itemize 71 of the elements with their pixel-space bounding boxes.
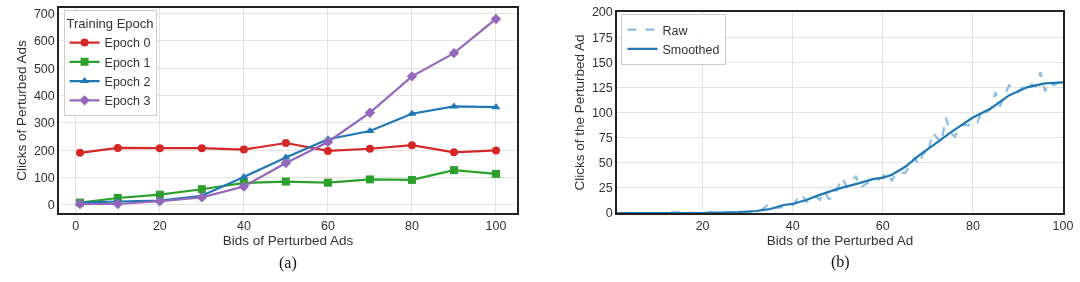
point xyxy=(113,143,122,152)
y-tick-label: 125 xyxy=(591,80,613,95)
point xyxy=(365,144,374,153)
point xyxy=(154,196,166,207)
x-tick-label: 20 xyxy=(695,218,710,233)
point xyxy=(323,146,332,155)
point xyxy=(407,141,416,150)
x-tick-label: 100 xyxy=(1052,218,1074,233)
point xyxy=(112,198,124,210)
x-tick-label: 60 xyxy=(320,218,335,233)
point xyxy=(449,166,458,175)
y-tick-label: 25 xyxy=(598,181,613,196)
y-tick-label: 200 xyxy=(591,5,613,20)
legend-title: Training Epoch xyxy=(66,15,154,31)
point xyxy=(155,144,164,153)
legend-label: Epoch 3 xyxy=(104,94,151,109)
point xyxy=(196,192,208,203)
y-tick-label: 200 xyxy=(33,143,55,158)
point xyxy=(323,178,332,187)
y-tick-label: 150 xyxy=(591,55,613,70)
point xyxy=(281,139,290,148)
point xyxy=(238,181,250,192)
y-tick-label: 100 xyxy=(591,105,613,120)
y-tick-label: 400 xyxy=(33,88,55,103)
y-tick-label: 75 xyxy=(598,130,613,145)
y-tick-label: 600 xyxy=(33,34,55,49)
x-tick-label: 40 xyxy=(785,218,800,233)
point xyxy=(364,107,376,118)
x-tick-label: 0 xyxy=(72,218,80,233)
point xyxy=(239,145,248,154)
y-tick-label: 300 xyxy=(33,116,55,131)
y-tick-label: 0 xyxy=(47,198,55,213)
legend-label: Raw xyxy=(662,23,689,38)
legend-label: Epoch 0 xyxy=(104,36,151,51)
y-tick-label: 175 xyxy=(591,30,613,45)
point xyxy=(281,177,290,186)
x-axis-title: Bids of the Perturbed Ad xyxy=(766,232,914,248)
y-tick-label: 500 xyxy=(33,61,55,76)
point xyxy=(239,172,249,179)
x-tick-label: 40 xyxy=(236,218,251,233)
x-tick-label: 20 xyxy=(152,218,167,233)
point xyxy=(365,175,374,184)
legend-label: Epoch 1 xyxy=(104,55,151,70)
y-axis-title: Clicks of the Perturbed Ad xyxy=(572,34,588,191)
point xyxy=(407,175,416,184)
y-tick-label: 0 xyxy=(605,206,613,221)
point xyxy=(406,71,418,82)
point xyxy=(491,146,500,155)
point xyxy=(322,136,334,148)
text: (a) xyxy=(279,254,297,272)
point xyxy=(449,148,458,157)
x-tick-label: 80 xyxy=(405,218,419,233)
legend-label: Epoch 2 xyxy=(104,74,151,89)
y-axis-title: Clicks of Perturbed Ads xyxy=(14,40,30,181)
point xyxy=(491,169,500,178)
point xyxy=(448,47,460,59)
point xyxy=(197,144,206,153)
x-axis-title: Bids of Perturbed Ads xyxy=(222,232,354,248)
legend-label: Smoothed xyxy=(662,42,720,57)
point xyxy=(197,185,206,194)
x-tick-label: 100 xyxy=(485,218,507,233)
y-tick-label: 100 xyxy=(33,170,55,185)
point xyxy=(76,148,85,157)
y-tick-label: 50 xyxy=(598,156,613,171)
x-tick-label: 60 xyxy=(875,218,890,233)
point xyxy=(280,157,292,169)
text: (b) xyxy=(831,253,850,271)
x-tick-label: 80 xyxy=(965,218,980,233)
point xyxy=(407,109,417,116)
y-tick-label: 700 xyxy=(33,6,55,21)
point xyxy=(490,13,502,25)
